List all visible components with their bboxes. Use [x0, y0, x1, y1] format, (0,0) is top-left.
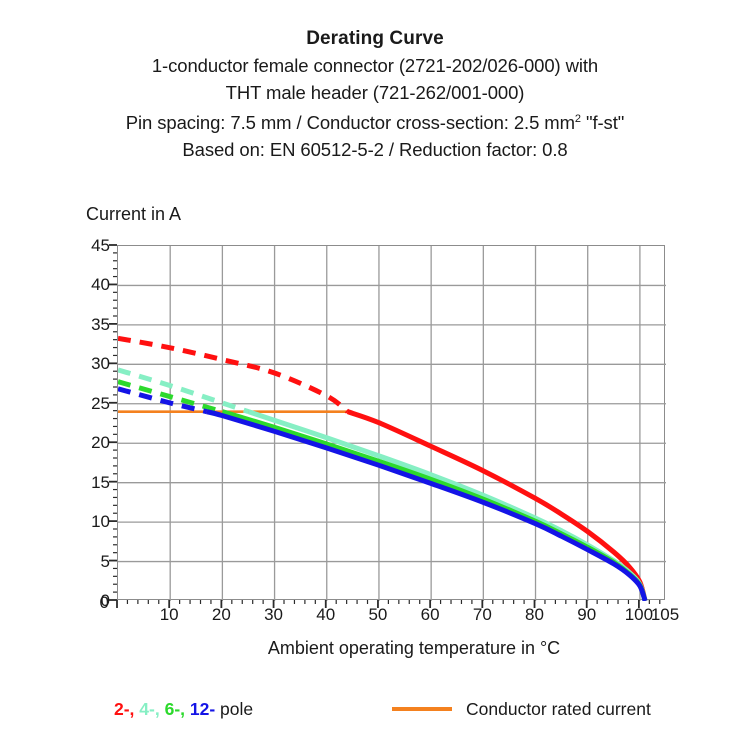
legend-pole-2: 4-, — [139, 699, 165, 719]
legend-poles: 2-, 4-, 6-, 12- pole — [114, 697, 253, 721]
x-tick-label: 70 — [472, 605, 492, 624]
y-tick-label: 30 — [91, 354, 110, 374]
x-axis-tick-labels: 10 20 30 40 50 60 70 80 90 100 105 0 — [100, 594, 680, 630]
x-tick-label: 105 — [650, 605, 680, 624]
legend-pole-tail: pole — [215, 699, 254, 719]
y-tick-label: 0 — [100, 591, 110, 610]
subtitle-line-3: Pin spacing: 7.5 mm / Conductor cross-se… — [0, 106, 750, 136]
y-tick-label: 10 — [91, 512, 110, 532]
x-tick-label: 100 — [624, 605, 654, 624]
subtitle-line-2: THT male header (721-262/001-000) — [225, 82, 525, 103]
x-tick-label: 80 — [525, 605, 544, 624]
page-title: Derating Curve — [306, 28, 444, 49]
x-tick-label: 50 — [368, 605, 388, 624]
x-tick-label: 30 — [264, 605, 284, 624]
x-tick-label: 90 — [577, 605, 597, 624]
subtitle-line-4: Based on: EN 60512-5-2 / Reduction facto… — [182, 139, 568, 161]
y-tick-label: 35 — [91, 314, 110, 334]
chart-canvas — [118, 246, 666, 601]
y-tick-label: 5 — [100, 551, 110, 571]
legend-pole-3: 6-, — [164, 699, 190, 719]
y-axis-title: Current in A — [86, 204, 182, 224]
x-tick-label: 60 — [420, 605, 440, 624]
x-tick-label-zero: 0 — [99, 593, 109, 612]
subtitle-line-3-tail: "f-st" — [580, 112, 625, 134]
y-tick-label: 45 — [91, 236, 110, 255]
legend-pole-1: 2-, — [114, 699, 140, 719]
legend-pole-4: 12- — [189, 699, 216, 719]
x-axis-title: Ambient operating temperature in °C — [267, 638, 561, 658]
legend-rated-current: Conductor rated current — [392, 697, 651, 721]
subtitle-line-1: 1-conductor female connector (2721-202/0… — [151, 55, 599, 76]
subtitle-superscript: 2 — [574, 113, 581, 125]
legend: 2-, 4-, 6-, 12- pole Conductor rated cur… — [0, 697, 750, 727]
x-tick-label: 20 — [211, 605, 231, 624]
plot-area — [117, 245, 666, 601]
series-layer — [118, 335, 648, 601]
y-tick-label: 40 — [91, 275, 110, 295]
legend-rated-label: Conductor rated current — [466, 699, 651, 719]
title-block: Derating Curve 1-conductor female connec… — [0, 26, 750, 163]
subtitle-line-3-text: Pin spacing: 7.5 mm / Conductor cross-se… — [125, 112, 575, 134]
y-axis-tick-labels: 0 5 10 15 20 25 30 35 40 45 — [72, 237, 110, 609]
axis-ticks — [109, 244, 661, 608]
y-tick-label: 15 — [91, 472, 110, 492]
x-tick-label: 10 — [159, 605, 179, 624]
x-tick-label: 40 — [316, 605, 336, 624]
rated-current-swatch — [392, 707, 452, 711]
y-tick-label: 25 — [91, 393, 110, 413]
y-tick-label: 20 — [91, 433, 110, 453]
